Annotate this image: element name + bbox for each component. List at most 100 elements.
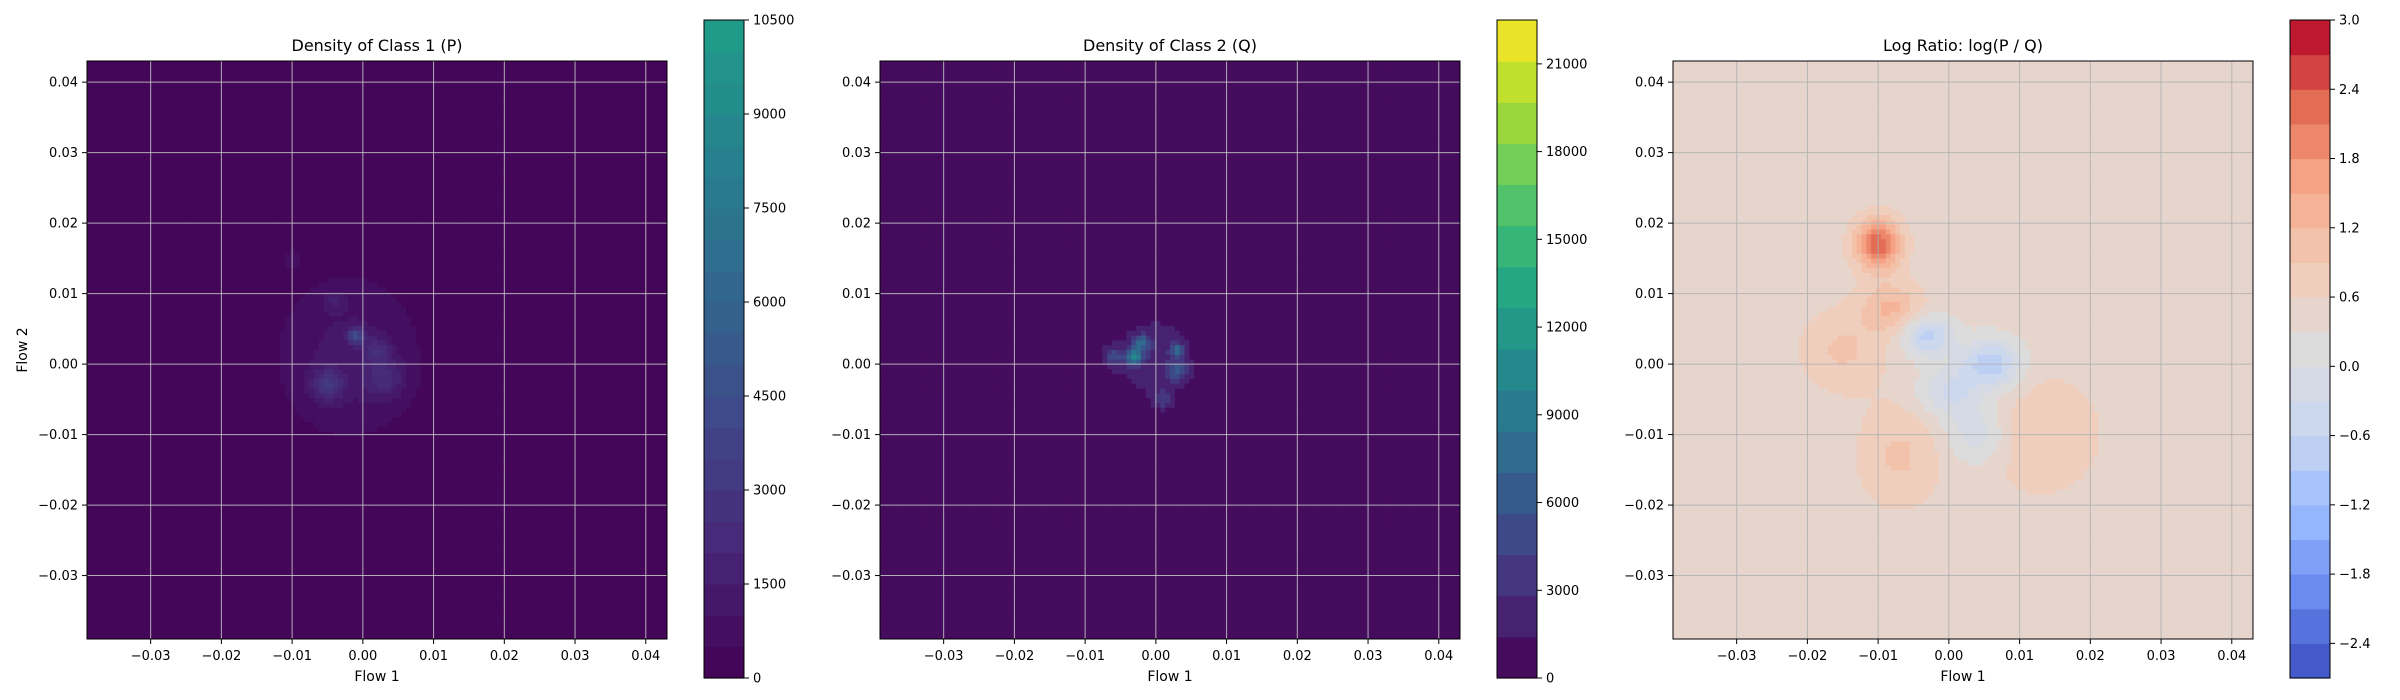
heatmap-cell [425,85,431,91]
heatmap-cell [391,104,397,110]
heatmap-cell [420,75,426,81]
heatmap-cell [285,109,291,115]
heatmap-cell [517,157,523,163]
heatmap-cell [657,65,663,72]
heatmap-cell [551,162,557,168]
heatmap-cell [203,61,209,67]
heatmap-cell [101,89,107,96]
heatmap-cell [386,123,393,130]
heatmap-cell [145,195,151,202]
heatmap-cell [101,75,107,81]
heatmap-cell [638,75,644,81]
heatmap-cell [493,162,499,168]
heatmap-cell [647,176,654,183]
heatmap-cell [439,234,446,240]
heatmap-cell [149,157,156,163]
heatmap-cell [294,147,301,154]
heatmap-cell [425,244,431,250]
heatmap-cell [517,171,523,178]
heatmap-cell [662,147,667,154]
heatmap-cell [638,99,644,105]
heatmap-cell [652,104,658,110]
heatmap-cell [454,234,460,240]
heatmap-cell [604,210,610,216]
heatmap-cell [256,200,262,207]
heatmap-cell [372,215,378,221]
heatmap-cell [304,65,310,72]
heatmap-cell [217,157,223,163]
heatmap-cell [517,186,523,192]
heatmap-cell [584,61,591,67]
heatmap-cell [454,147,460,154]
heatmap-cell [212,210,219,216]
heatmap-cell [435,65,441,72]
heatmap-cell [106,94,112,101]
heatmap-cell [140,244,146,250]
heatmap-cell [604,186,610,192]
heatmap-cell [439,128,446,134]
heatmap-cell [212,70,219,77]
heatmap-cell [188,210,194,216]
heatmap-cell [352,253,359,260]
heatmap-cell [319,142,325,149]
heatmap-cell [270,215,277,221]
heatmap-cell [410,133,417,139]
heatmap-cell [647,113,654,120]
heatmap-cell [183,85,190,91]
heatmap-cell [502,80,509,86]
heatmap-cell [169,94,175,101]
heatmap-cell [87,109,93,115]
heatmap-cell [580,85,586,91]
heatmap-cell [251,195,257,202]
heatmap-cell [406,152,412,158]
heatmap-cell [478,128,484,134]
heatmap-cell [246,99,252,105]
heatmap-cell [410,123,417,130]
heatmap-cell [207,61,214,67]
heatmap-cell [149,61,156,67]
heatmap-cell [145,118,151,125]
heatmap-cell [638,210,644,216]
heatmap-cell [406,176,412,183]
heatmap-cell [323,147,330,154]
heatmap-cell [338,70,344,77]
heatmap-cell [362,157,368,163]
heatmap-cell [212,128,219,134]
heatmap-cell [227,191,233,197]
heatmap-cell [483,171,489,178]
heatmap-cell [430,123,436,130]
heatmap-cell [439,205,446,211]
heatmap-cell [251,80,257,86]
heatmap-cell [304,181,310,187]
heatmap-cell [623,65,629,72]
heatmap-cell [609,253,615,260]
heatmap-cell [546,171,552,178]
heatmap-cell [517,94,523,101]
heatmap-cell [294,166,301,173]
heatmap-cell [299,234,306,240]
heatmap-cell [227,181,233,187]
heatmap-cell [116,157,122,163]
heatmap-cell [488,239,494,245]
heatmap-cell [111,186,117,192]
heatmap-cell [406,157,412,163]
heatmap-cell [478,253,484,260]
heatmap-cell [275,113,281,120]
heatmap-cell [502,248,509,255]
heatmap-cell [488,70,494,77]
heatmap-cell [198,138,204,144]
heatmap-cell [246,65,252,72]
heatmap-cell [338,123,344,130]
heatmap-cell [584,248,591,255]
heatmap-cell [468,142,475,149]
heatmap-cell [178,80,185,86]
heatmap-cell [343,195,349,202]
heatmap-cell [415,75,422,81]
heatmap-cell [348,75,354,81]
heatmap-cell [497,195,504,202]
heatmap-cell [135,258,141,264]
heatmap-cell [241,195,248,202]
heatmap-cell [323,109,330,115]
heatmap-cell [135,205,141,211]
heatmap-cell [454,133,460,139]
